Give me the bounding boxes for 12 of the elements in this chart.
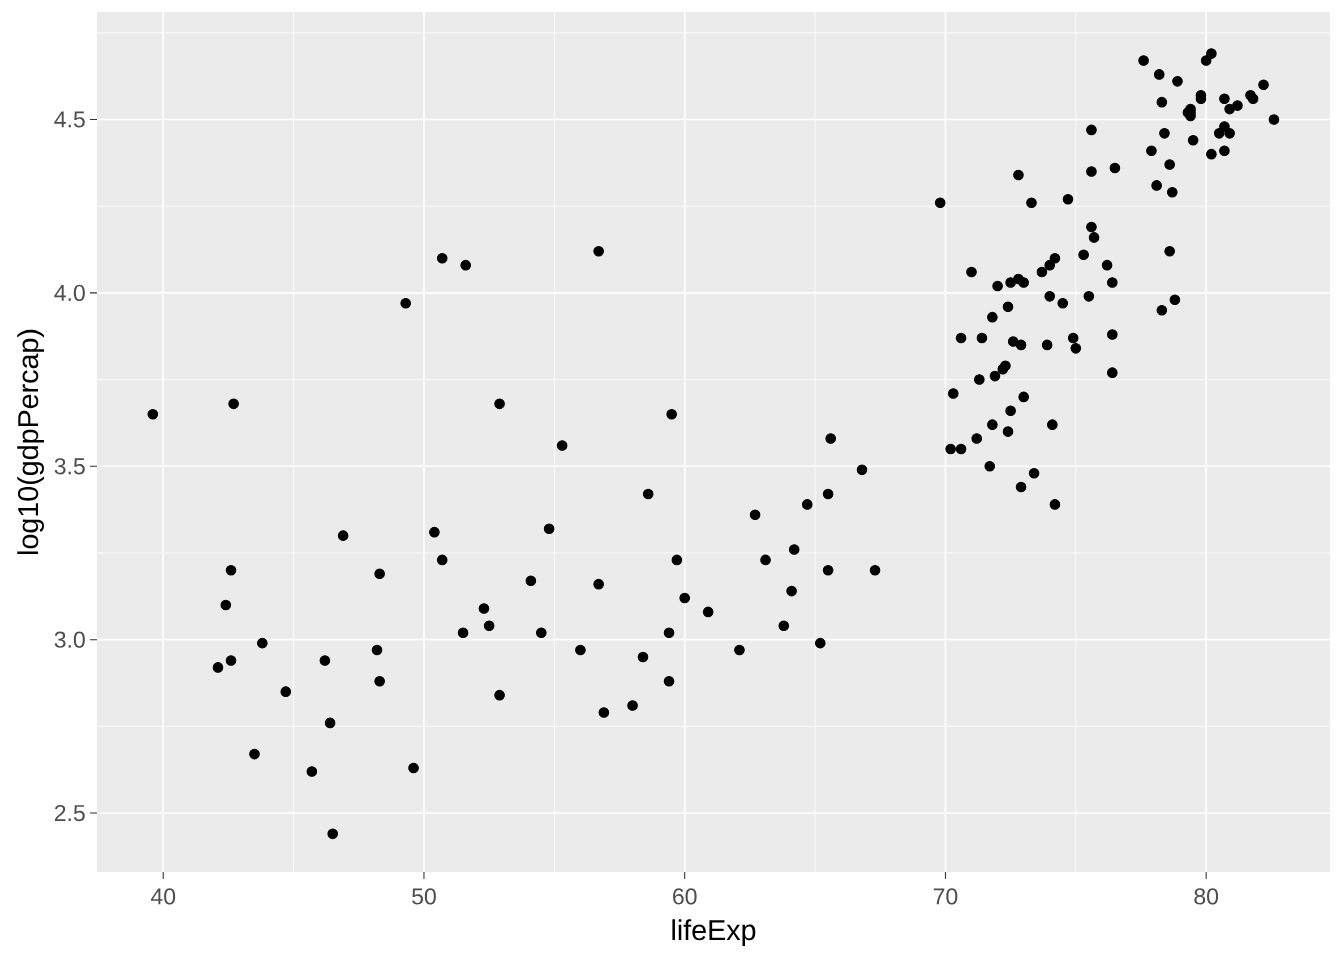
y-tick-label: 3.0 [54,631,85,648]
x-tick-label: 80 [1194,888,1219,905]
y-axis-title: log10(gdpPercap) [17,329,44,555]
y-tick-label: 4.5 [54,111,85,128]
y-tick-label: 4.0 [54,284,85,302]
x-tick-label: 40 [150,888,176,905]
x-tick-label: 60 [673,888,697,905]
y-tick-label: 2.5 [54,804,85,822]
y-tick-label: 3.5 [54,458,85,475]
x-tick-label: 70 [933,888,958,905]
x-tick-label: 50 [412,888,436,905]
x-axis-title: lifeExp [672,919,756,946]
